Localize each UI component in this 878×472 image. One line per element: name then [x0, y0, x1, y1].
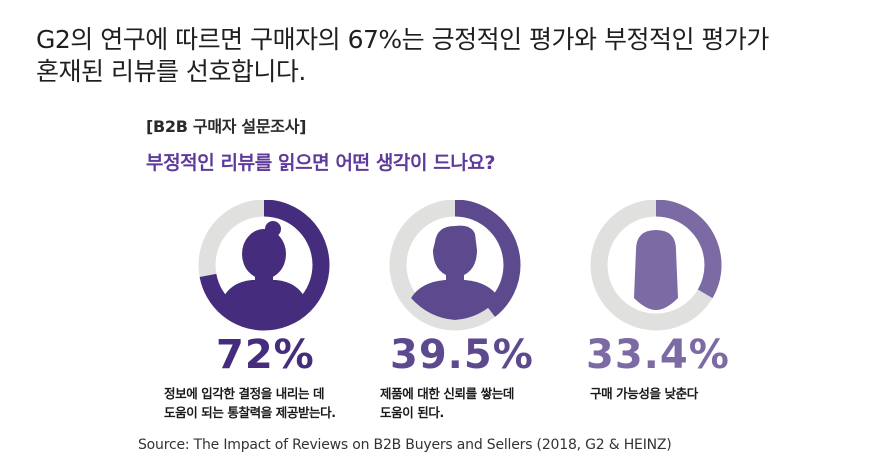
stat-value-3: 33.4% [586, 332, 730, 378]
donut-chart-2 [389, 200, 521, 331]
headline-line-1: G2의 연구에 따르면 구매자의 67%는 긍정적인 평가와 부정적인 평가가 [36, 25, 769, 54]
stat-value-1: 72% [216, 332, 315, 378]
stat-desc-3: 구매 가능성을 낮춘다 [590, 384, 698, 403]
source-citation: Source: The Impact of Reviews on B2B Buy… [138, 437, 672, 453]
stat-desc-1-line-1: 정보에 입각한 결정을 내리는 데 [164, 386, 325, 401]
survey-tag: [B2B 구매자 설문조사] [146, 117, 307, 136]
headline: G2의 연구에 따르면 구매자의 67%는 긍정적인 평가와 부정적인 평가가 … [36, 24, 769, 88]
stat-desc-2-line-2: 도움이 된다. [380, 405, 444, 420]
headline-line-2: 혼재된 리뷰를 선호합니다. [36, 57, 306, 86]
person-silhouette-icon [634, 230, 678, 310]
stat-desc-2-line-1: 제품에 대한 신뢰를 쌓는데 [380, 386, 514, 401]
donut-chart-1 [198, 200, 330, 331]
stat-desc-2: 제품에 대한 신뢰를 쌓는데 도움이 된다. [380, 384, 514, 422]
chart-question-title: 부정적인 리뷰를 읽으면 어떤 생각이 드나요? [146, 152, 496, 174]
woman-silhouette-icon [222, 221, 306, 320]
stat-desc-1: 정보에 입각한 결정을 내리는 데 도움이 되는 통찰력을 제공받는다. [164, 384, 336, 422]
man-silhouette-icon [411, 225, 499, 320]
stat-value-2: 39.5% [390, 332, 534, 378]
donut-chart-3 [590, 200, 722, 331]
stat-desc-3-line-1: 구매 가능성을 낮춘다 [590, 386, 698, 401]
stat-desc-1-line-2: 도움이 되는 통찰력을 제공받는다. [164, 405, 336, 420]
